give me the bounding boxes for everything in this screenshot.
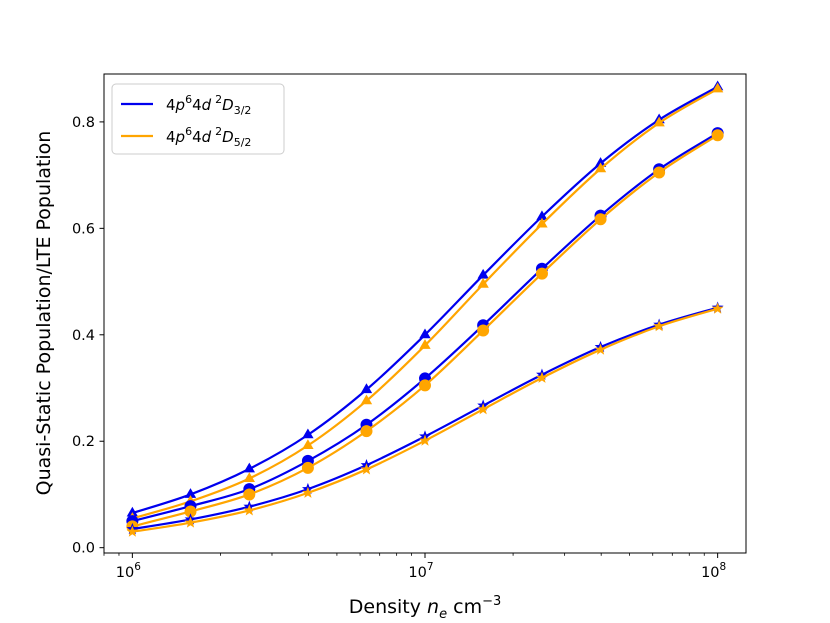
- data-point-5-3: [302, 486, 314, 498]
- data-point-3-7: [535, 267, 548, 280]
- data-point-0-2: [243, 462, 255, 473]
- y-axis-label: Quasi-Static Population/LTE Population: [33, 131, 55, 496]
- data-point-5-8: [594, 343, 607, 355]
- data-point-1-9: [653, 116, 665, 127]
- legend-label-d32: 4p64d 2D3/2: [166, 93, 251, 117]
- y-tick-label-4: 0.8: [72, 115, 95, 131]
- data-point-5-10: [711, 302, 724, 314]
- data-point-5-6: [477, 403, 490, 415]
- data-point-5-2: [243, 504, 256, 516]
- series-3: [126, 129, 724, 533]
- data-point-1-8: [594, 162, 607, 173]
- data-point-1-10: [711, 82, 724, 93]
- data-point-1-4: [360, 394, 373, 405]
- axes-layer: 0.0 0.2 0.4 0.6 0.8 106 107 108: [72, 115, 726, 581]
- data-point-3-2: [243, 488, 256, 501]
- data-point-5-7: [536, 371, 548, 383]
- data-point-1-2: [243, 472, 255, 482]
- y-tick-label-0: 0.0: [72, 541, 95, 557]
- series-2: [126, 127, 724, 528]
- legend: 4p64d 2D3/2 4p64d 2D5/2: [111, 83, 285, 155]
- data-point-0-3: [302, 428, 314, 439]
- legend-frame: [111, 83, 285, 155]
- data-point-3-6: [477, 324, 490, 337]
- data-point-3-1: [184, 505, 197, 518]
- data-point-5-0: [126, 525, 139, 537]
- series-layer: [126, 80, 724, 537]
- series-line-0: [132, 85, 719, 515]
- data-point-0-1: [184, 488, 197, 498]
- series-5: [126, 302, 724, 537]
- data-point-3-3: [301, 461, 314, 474]
- data-point-0-5: [419, 328, 431, 339]
- y-tick-label-1: 0.2: [72, 434, 95, 450]
- x-tick-label-2: 108: [701, 561, 726, 581]
- data-point-5-5: [419, 434, 431, 446]
- y-tick-label-3: 0.6: [72, 221, 95, 237]
- x-tick-label-0: 106: [116, 561, 141, 581]
- x-axis-label: Density ne cm−3: [349, 594, 502, 622]
- data-point-1-7: [536, 217, 548, 228]
- series-line-2: [132, 132, 719, 523]
- data-point-0-8: [594, 157, 607, 167]
- data-point-3-5: [419, 379, 431, 392]
- data-point-0-4: [360, 383, 373, 394]
- data-point-0-0: [126, 506, 139, 517]
- data-point-5-9: [653, 320, 666, 332]
- legend-label-d52: 4p64d 2D5/2: [166, 125, 251, 149]
- data-point-0-7: [536, 210, 548, 221]
- data-point-5-1: [184, 516, 197, 528]
- data-point-0-6: [477, 268, 489, 279]
- data-point-5-4: [360, 463, 373, 475]
- data-point-3-10: [711, 129, 724, 142]
- data-point-3-8: [594, 213, 607, 226]
- data-point-3-9: [653, 166, 666, 179]
- data-point-1-3: [302, 439, 314, 449]
- x-tick-label-1: 107: [408, 561, 433, 581]
- data-point-3-4: [360, 425, 373, 438]
- data-point-1-6: [477, 277, 489, 288]
- data-point-1-5: [419, 339, 431, 349]
- y-tick-label-2: 0.4: [72, 328, 95, 344]
